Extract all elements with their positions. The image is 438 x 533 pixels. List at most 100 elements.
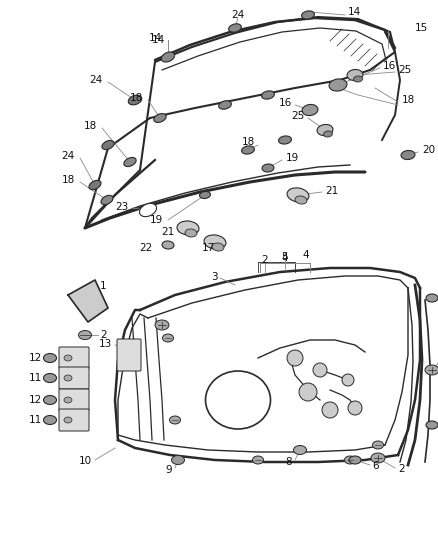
- FancyBboxPatch shape: [117, 339, 141, 371]
- Ellipse shape: [287, 188, 309, 202]
- Ellipse shape: [43, 395, 57, 405]
- Ellipse shape: [293, 446, 307, 455]
- Ellipse shape: [64, 355, 72, 361]
- Ellipse shape: [302, 104, 318, 116]
- Ellipse shape: [295, 196, 307, 204]
- Text: 2: 2: [261, 255, 268, 265]
- Text: 16: 16: [279, 98, 292, 108]
- Ellipse shape: [345, 456, 356, 464]
- Ellipse shape: [299, 383, 317, 401]
- Ellipse shape: [161, 52, 175, 62]
- Ellipse shape: [329, 79, 347, 91]
- Ellipse shape: [426, 294, 438, 302]
- Text: 24: 24: [90, 75, 103, 85]
- Ellipse shape: [401, 150, 415, 159]
- Ellipse shape: [64, 397, 72, 403]
- Text: 8: 8: [286, 457, 292, 467]
- FancyBboxPatch shape: [59, 409, 89, 431]
- Ellipse shape: [372, 441, 384, 449]
- Ellipse shape: [279, 136, 291, 144]
- Text: 10: 10: [79, 456, 92, 466]
- Text: 14: 14: [348, 7, 361, 17]
- Text: 2: 2: [398, 464, 405, 474]
- Ellipse shape: [229, 24, 241, 32]
- Text: 21: 21: [325, 186, 338, 196]
- Text: 18: 18: [62, 175, 75, 185]
- Ellipse shape: [261, 91, 275, 99]
- Ellipse shape: [177, 221, 199, 235]
- Ellipse shape: [43, 353, 57, 362]
- Ellipse shape: [200, 191, 211, 199]
- Text: 3: 3: [212, 272, 218, 282]
- FancyBboxPatch shape: [59, 347, 89, 369]
- Ellipse shape: [43, 374, 57, 383]
- Ellipse shape: [324, 131, 332, 137]
- Ellipse shape: [154, 114, 166, 123]
- FancyBboxPatch shape: [59, 367, 89, 389]
- Text: 21: 21: [162, 227, 175, 237]
- Ellipse shape: [212, 243, 224, 251]
- Text: 19: 19: [286, 153, 299, 163]
- Text: 19: 19: [150, 215, 163, 225]
- Ellipse shape: [353, 76, 363, 82]
- Ellipse shape: [348, 401, 362, 415]
- Ellipse shape: [172, 456, 184, 464]
- Text: 25: 25: [292, 111, 305, 121]
- Ellipse shape: [139, 204, 156, 216]
- Text: 11: 11: [29, 415, 42, 425]
- Ellipse shape: [252, 456, 264, 464]
- Text: 14: 14: [149, 33, 162, 43]
- Ellipse shape: [301, 11, 314, 19]
- Polygon shape: [68, 280, 108, 322]
- Text: 14: 14: [152, 35, 165, 45]
- Ellipse shape: [101, 195, 113, 205]
- Ellipse shape: [162, 334, 173, 342]
- FancyBboxPatch shape: [59, 389, 89, 411]
- Text: 5: 5: [282, 252, 288, 262]
- Text: 12: 12: [29, 353, 42, 363]
- Ellipse shape: [102, 141, 114, 150]
- Text: 17: 17: [202, 243, 215, 253]
- Text: 22: 22: [139, 243, 152, 253]
- Ellipse shape: [64, 417, 72, 423]
- Ellipse shape: [342, 374, 354, 386]
- Text: 11: 11: [29, 373, 42, 383]
- Ellipse shape: [128, 95, 142, 105]
- Ellipse shape: [162, 241, 174, 249]
- Ellipse shape: [262, 164, 274, 172]
- Ellipse shape: [426, 421, 438, 429]
- Text: 12: 12: [29, 395, 42, 405]
- Ellipse shape: [322, 402, 338, 418]
- Text: 6: 6: [372, 461, 378, 471]
- Ellipse shape: [347, 69, 363, 80]
- Text: 18: 18: [84, 121, 97, 131]
- Ellipse shape: [78, 330, 92, 340]
- Text: 9: 9: [166, 465, 172, 475]
- Ellipse shape: [317, 124, 333, 135]
- Text: 15: 15: [415, 23, 428, 33]
- Text: 1: 1: [100, 281, 106, 291]
- Ellipse shape: [313, 363, 327, 377]
- Text: 24: 24: [62, 151, 75, 161]
- Ellipse shape: [155, 320, 169, 330]
- Ellipse shape: [425, 365, 438, 375]
- Text: 20: 20: [422, 145, 435, 155]
- Ellipse shape: [170, 416, 180, 424]
- Text: 4: 4: [282, 253, 288, 263]
- Ellipse shape: [89, 180, 101, 190]
- Text: 13: 13: [99, 339, 112, 349]
- Text: 18: 18: [402, 95, 415, 105]
- Ellipse shape: [43, 416, 57, 424]
- Text: 23: 23: [115, 202, 128, 212]
- Ellipse shape: [185, 229, 197, 237]
- Ellipse shape: [204, 235, 226, 249]
- Text: 25: 25: [398, 65, 411, 75]
- Ellipse shape: [219, 101, 231, 109]
- Text: 16: 16: [383, 61, 396, 71]
- Ellipse shape: [349, 456, 361, 464]
- Text: 24: 24: [231, 10, 245, 20]
- Text: 18: 18: [130, 93, 143, 103]
- Text: 4: 4: [303, 250, 309, 260]
- Ellipse shape: [242, 146, 254, 154]
- Text: 2: 2: [100, 330, 106, 340]
